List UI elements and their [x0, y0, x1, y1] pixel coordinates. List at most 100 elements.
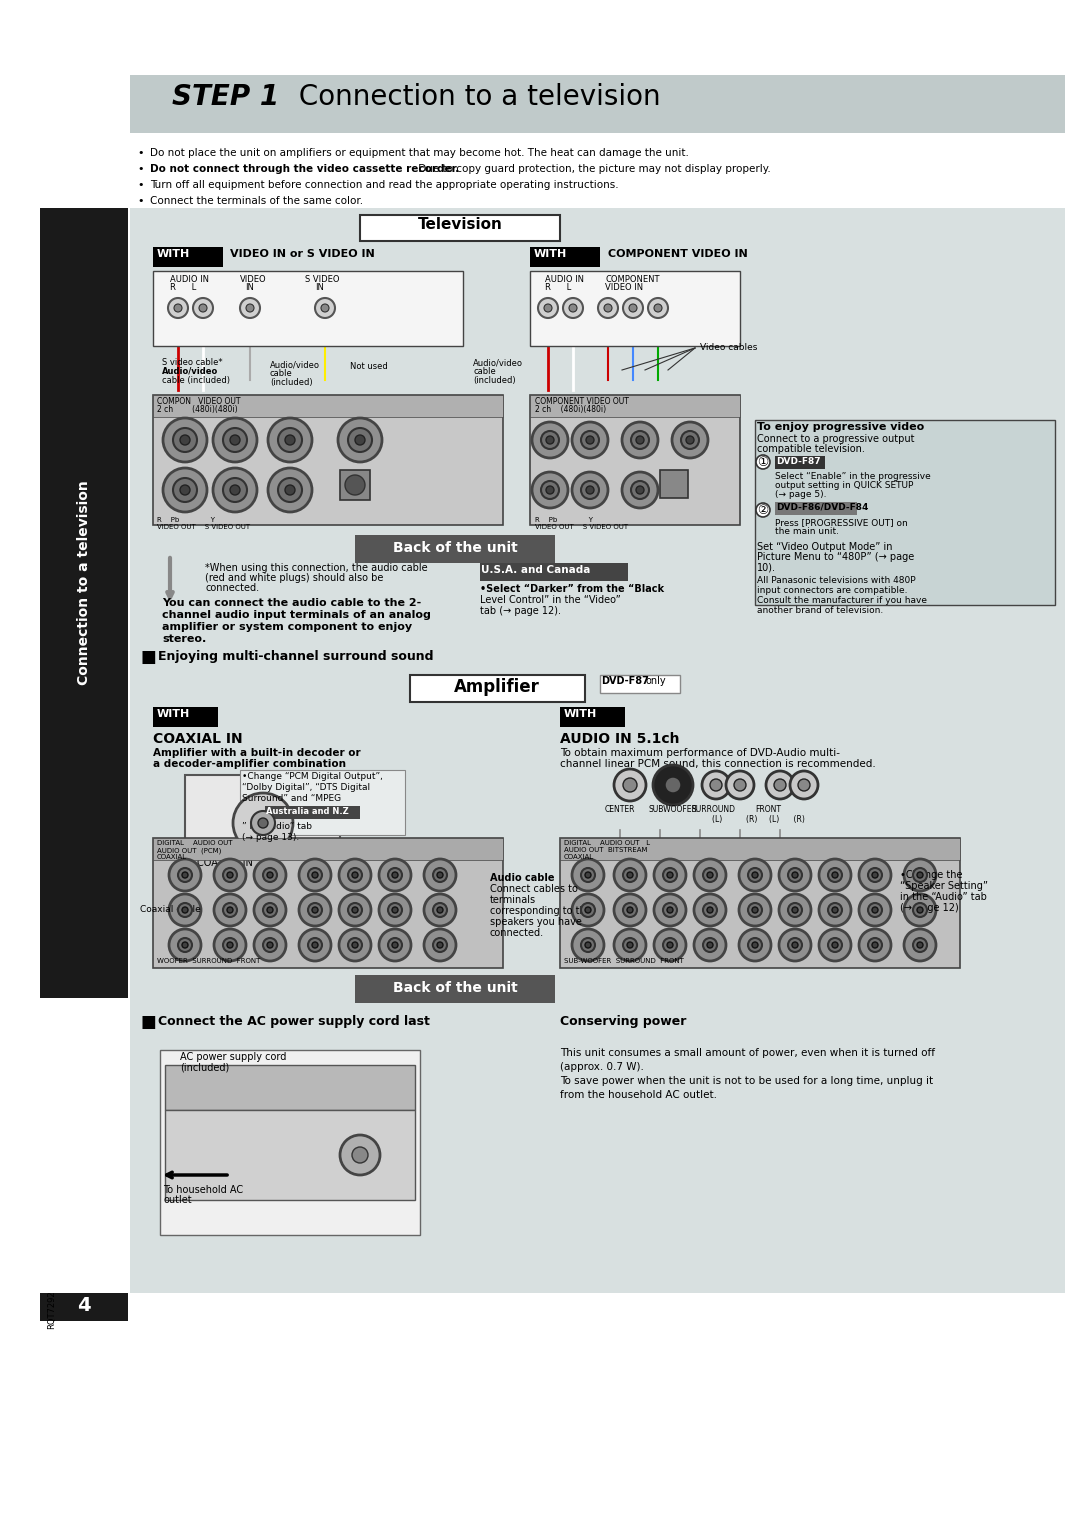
Circle shape — [163, 419, 207, 461]
Circle shape — [703, 868, 717, 882]
Bar — [530, 270, 740, 345]
Text: WOOFER  SURROUND  FRONT: WOOFER SURROUND FRONT — [157, 958, 260, 964]
Text: ①: ① — [757, 455, 769, 469]
Circle shape — [315, 298, 335, 318]
Text: (L)          (R): (L) (R) — [712, 814, 757, 824]
Circle shape — [581, 868, 595, 882]
Text: Audio/video: Audio/video — [162, 367, 218, 376]
Text: U.S.A. and Canada: U.S.A. and Canada — [481, 565, 591, 575]
Circle shape — [752, 941, 758, 947]
Circle shape — [572, 859, 604, 891]
Circle shape — [581, 903, 595, 917]
Circle shape — [546, 435, 554, 445]
Circle shape — [345, 475, 365, 495]
Circle shape — [707, 908, 713, 914]
Circle shape — [173, 428, 197, 452]
Circle shape — [665, 778, 681, 793]
Circle shape — [766, 772, 794, 799]
Circle shape — [214, 929, 246, 961]
Circle shape — [667, 872, 673, 879]
Circle shape — [352, 908, 357, 914]
Text: from the household AC outlet.: from the household AC outlet. — [561, 1089, 717, 1100]
Text: cable: cable — [473, 367, 496, 376]
Circle shape — [308, 868, 322, 882]
Bar — [360, 215, 561, 241]
Circle shape — [819, 929, 851, 961]
Circle shape — [756, 503, 770, 516]
Circle shape — [569, 304, 577, 312]
Circle shape — [308, 903, 322, 917]
Text: VIDEO OUT    S VIDEO OUT: VIDEO OUT S VIDEO OUT — [157, 524, 251, 530]
Circle shape — [703, 938, 717, 952]
Text: WITH: WITH — [564, 709, 597, 720]
Circle shape — [653, 766, 693, 805]
Text: output setting in QUICK SETUP: output setting in QUICK SETUP — [775, 481, 914, 490]
Circle shape — [268, 419, 312, 461]
Circle shape — [213, 419, 257, 461]
Text: Coaxial cable: Coaxial cable — [140, 905, 201, 914]
Circle shape — [199, 304, 207, 312]
Circle shape — [338, 419, 382, 461]
Circle shape — [832, 941, 838, 947]
Circle shape — [572, 472, 608, 507]
Circle shape — [752, 908, 758, 914]
Circle shape — [615, 929, 646, 961]
Circle shape — [654, 929, 686, 961]
Circle shape — [586, 435, 594, 445]
Circle shape — [388, 868, 402, 882]
Circle shape — [178, 938, 192, 952]
Text: •: • — [137, 180, 144, 189]
Text: You can connect the audio cable to the 2-: You can connect the audio cable to the 2… — [162, 597, 421, 608]
Circle shape — [788, 938, 802, 952]
Circle shape — [654, 304, 662, 312]
Bar — [153, 270, 463, 345]
Circle shape — [756, 455, 770, 469]
Text: To enjoy progressive video: To enjoy progressive video — [757, 422, 924, 432]
Circle shape — [904, 929, 936, 961]
Text: VIDEO OUT    S VIDEO OUT: VIDEO OUT S VIDEO OUT — [535, 524, 629, 530]
Circle shape — [264, 938, 276, 952]
Bar — [40, 208, 129, 998]
Bar — [561, 707, 625, 727]
Circle shape — [654, 894, 686, 926]
Circle shape — [681, 431, 699, 449]
Circle shape — [636, 486, 644, 494]
Text: Connection to a television: Connection to a television — [291, 83, 661, 112]
Text: DIGITAL    AUDIO OUT: DIGITAL AUDIO OUT — [157, 840, 232, 847]
Circle shape — [789, 772, 818, 799]
Circle shape — [173, 478, 197, 503]
Text: “Speaker Setting”: “Speaker Setting” — [900, 882, 988, 891]
Text: ②: ② — [757, 504, 769, 516]
Bar — [130, 75, 1065, 133]
Circle shape — [872, 872, 878, 879]
Circle shape — [174, 304, 183, 312]
Text: This unit consumes a small amount of power, even when it is turned off: This unit consumes a small amount of pow… — [561, 1048, 935, 1057]
Circle shape — [788, 868, 802, 882]
Circle shape — [622, 422, 658, 458]
Circle shape — [654, 859, 686, 891]
Bar — [480, 562, 627, 581]
Circle shape — [264, 903, 276, 917]
Text: corresponding to the: corresponding to the — [490, 906, 592, 915]
Circle shape — [739, 894, 771, 926]
Circle shape — [904, 859, 936, 891]
Circle shape — [352, 941, 357, 947]
Circle shape — [254, 859, 286, 891]
Circle shape — [340, 1135, 380, 1175]
Circle shape — [541, 431, 559, 449]
Circle shape — [433, 903, 447, 917]
Circle shape — [774, 779, 786, 792]
Circle shape — [868, 903, 882, 917]
Circle shape — [180, 484, 190, 495]
Circle shape — [538, 298, 558, 318]
Circle shape — [268, 468, 312, 512]
Circle shape — [904, 894, 936, 926]
Bar — [165, 1065, 415, 1109]
Circle shape — [227, 872, 233, 879]
Bar — [265, 805, 360, 819]
Text: Back of the unit: Back of the unit — [393, 541, 517, 555]
Text: another brand of television.: another brand of television. — [757, 607, 883, 614]
Circle shape — [267, 941, 273, 947]
Circle shape — [872, 941, 878, 947]
Text: (→ page 12): (→ page 12) — [900, 903, 959, 914]
